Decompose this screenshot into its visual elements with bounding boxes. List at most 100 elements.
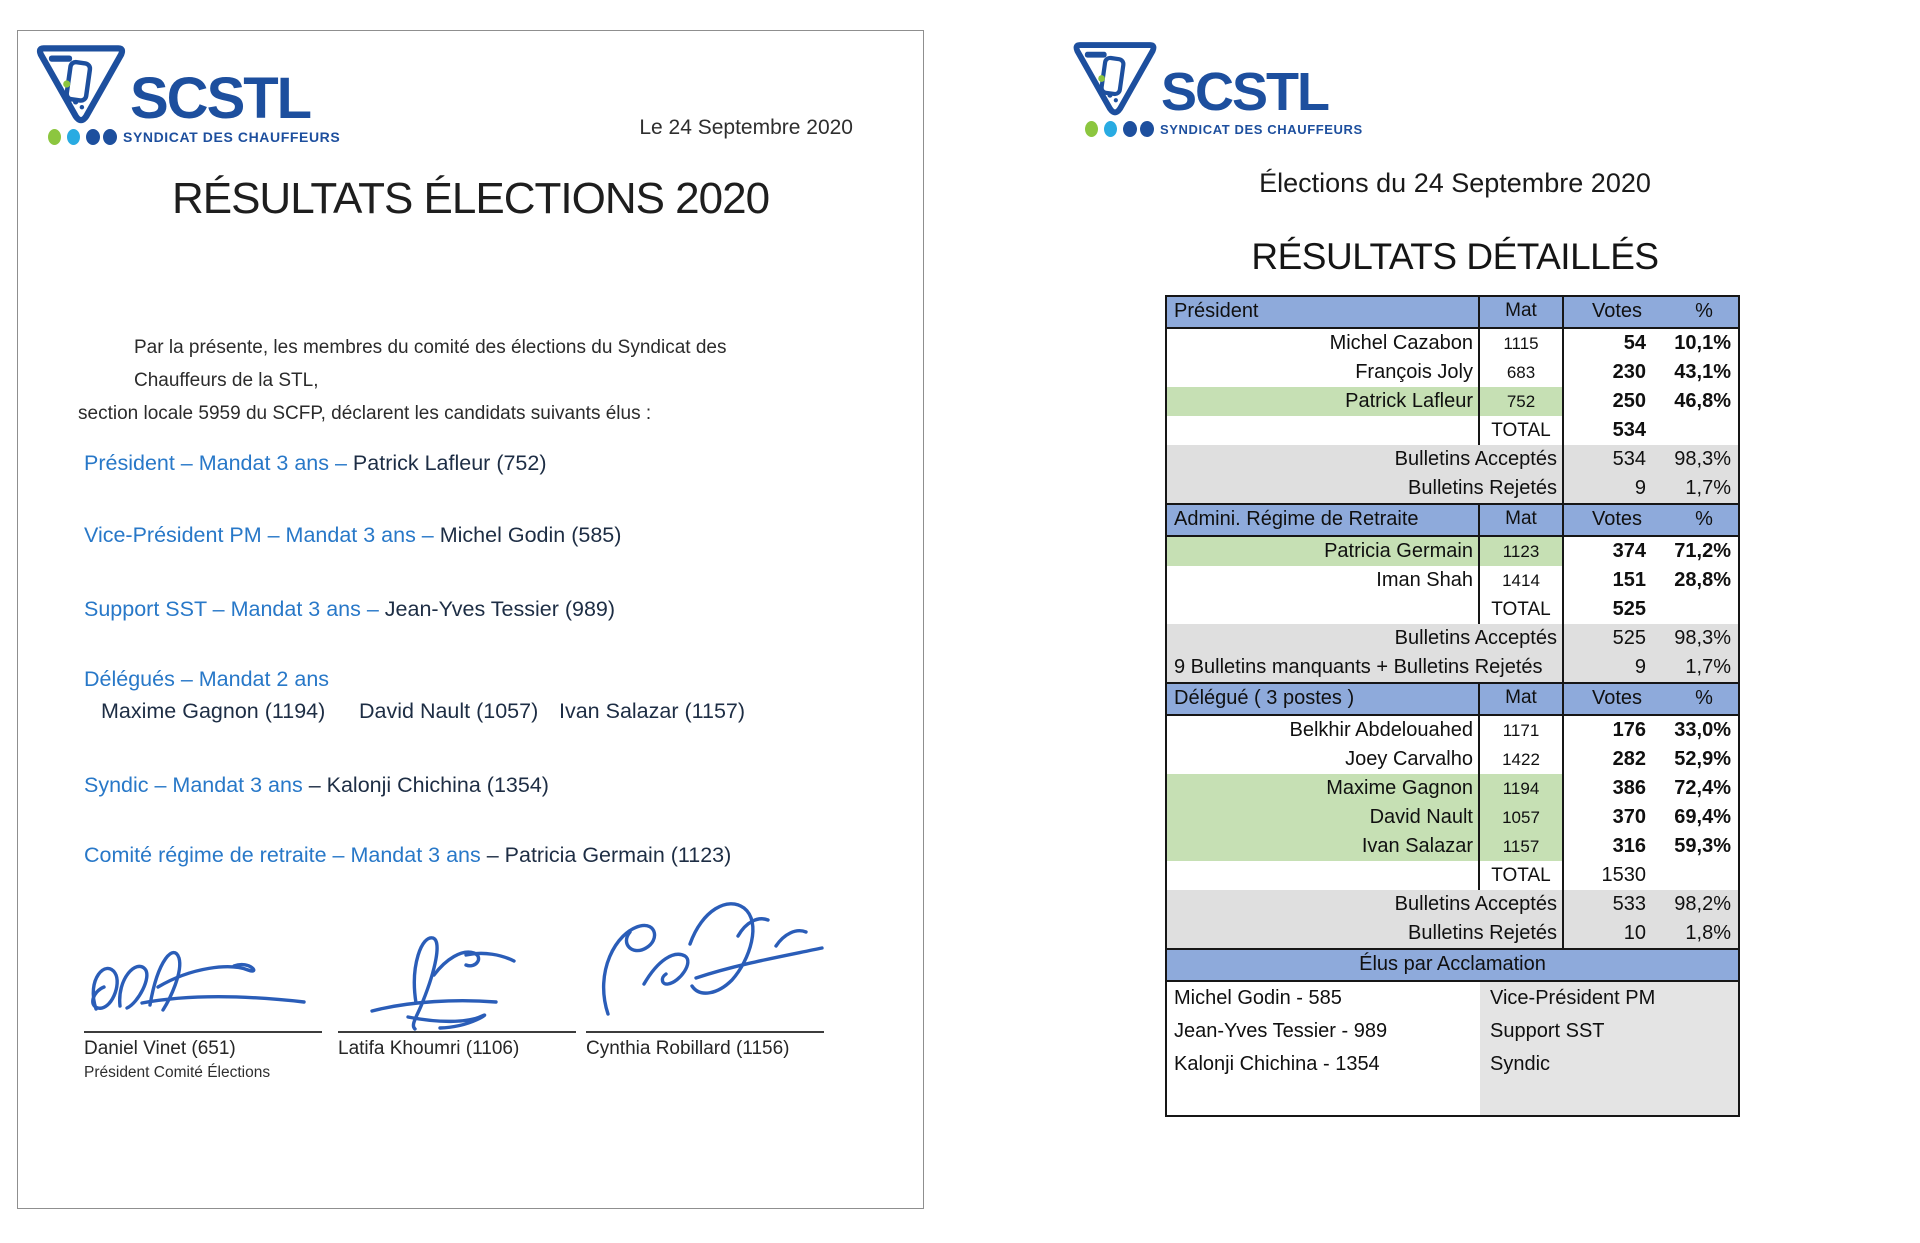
scstl-logo: SCSTL SYNDICAT DES CHAUFFEURS (36, 43, 340, 145)
total-row: TOTAL 525 (1167, 595, 1738, 624)
ballots-label: Bulletins Acceptés (1167, 624, 1564, 653)
document-date: Le 24 Septembre 2020 (639, 116, 853, 139)
ballots-label: Bulletins Acceptés (1167, 890, 1564, 919)
column-header-votes: Votes (1591, 508, 1643, 530)
candidate-pct: 33,0% (1674, 719, 1731, 741)
candidate-pct: 52,9% (1674, 748, 1731, 770)
candidate-name: Maxime Gagnon (1167, 774, 1480, 803)
column-header-pct: % (1695, 508, 1713, 530)
candidate-pct: 69,4% (1674, 806, 1731, 828)
acclamation-filler-row (1167, 1081, 1738, 1115)
empty-cell (1670, 416, 1738, 445)
acclamation-row: Kalonji Chichina - 1354 Syndic (1167, 1048, 1738, 1081)
ballots-label: Bulletins Acceptés (1167, 445, 1564, 474)
column-header-votes: Votes (1591, 687, 1643, 709)
candidate-row-winner: Patricia Germain 1123 374 71,2% (1167, 537, 1738, 566)
section-delegue: Délégué ( 3 postes ) Mat Votes % Belkhir… (1167, 682, 1738, 948)
empty-cell (1670, 861, 1738, 890)
brand-wordmark: SCSTL (1161, 62, 1330, 123)
entry-syndic: Syndic – Mandat 3 ans – Kalonji Chichina… (84, 773, 549, 798)
candidate-name: Ivan Salazar (1167, 832, 1480, 861)
candidate-row-winner: Maxime Gagnon 1194 386 72,4% (1167, 774, 1738, 803)
acclamation-row: Jean-Yves Tessier - 989 Support SST (1167, 1015, 1738, 1048)
signature-line (586, 1031, 824, 1033)
ballots-count: 525 (1612, 627, 1646, 649)
brand-wordmark: SCSTL (130, 65, 312, 131)
empty-cell (1167, 861, 1480, 890)
entry-label: Support SST – Mandat 3 ans – (84, 597, 385, 621)
entry-vice-president: Vice-Président PM – Mandat 3 ans – Miche… (84, 523, 621, 548)
candidate-row: François Joly 683 230 43,1% (1167, 358, 1738, 387)
candidate-row-winner: David Nault 1057 370 69,4% (1167, 803, 1738, 832)
entry-president: Président – Mandat 3 ans – Patrick Lafle… (84, 451, 547, 476)
candidate-mat: 1194 (1480, 774, 1564, 803)
section-regime-retraite: Admini. Régime de Retraite Mat Votes % P… (1167, 503, 1738, 682)
empty-cell (1670, 595, 1738, 624)
candidate-pct: 71,2% (1674, 540, 1731, 562)
scstl-funnel-icon (1073, 42, 1157, 116)
candidate-name: Iman Shah (1167, 566, 1480, 595)
entry-value: Patrick Lafleur (752) (352, 451, 547, 475)
candidate-row: Michel Cazabon 1115 54 10,1% (1167, 329, 1738, 358)
total-votes: 534 (1612, 419, 1646, 441)
section-title: Admini. Régime de Retraite (1167, 505, 1480, 535)
logo-dot-navy-icon (1140, 121, 1154, 137)
total-label: TOTAL (1480, 861, 1564, 890)
ballots-label: Bulletins Rejetés (1167, 474, 1564, 503)
logo-dot-green-icon (1085, 121, 1098, 137)
ballots-label: Bulletins Rejetés (1167, 919, 1564, 948)
section-acclamation: Élus par Acclamation Michel Godin - 585 … (1167, 948, 1738, 1115)
entry-support-sst: Support SST – Mandat 3 ans – Jean-Yves T… (84, 597, 615, 622)
candidate-mat: 1171 (1480, 716, 1564, 745)
ballots-pct: 1,7% (1685, 477, 1731, 499)
candidate-votes: 370 (1612, 806, 1646, 828)
candidate-name: Patrick Lafleur (1167, 387, 1480, 416)
intro-paragraph: Par la présente, les membres du comité d… (78, 331, 728, 430)
logo-row: SCSTL (1073, 40, 1363, 123)
detailed-results-title: RÉSULTATS DÉTAILLÉS (1251, 236, 1659, 277)
ballots-pct: 1,8% (1685, 922, 1731, 944)
logo-row: SCSTL (36, 43, 340, 131)
candidate-votes: 54 (1623, 332, 1646, 354)
candidate-name: Patricia Germain (1167, 537, 1480, 566)
section-header-row: Admini. Régime de Retraite Mat Votes % (1167, 503, 1738, 537)
acclaimed-position: Vice-Président PM (1480, 982, 1738, 1015)
candidate-name: Michel Cazabon (1167, 329, 1480, 358)
logo-tagline-row: SYNDICAT DES CHAUFFEURS (36, 129, 340, 145)
acclaimed-name: Jean-Yves Tessier - 989 (1167, 1015, 1480, 1048)
ballots-accepted-row: Bulletins Acceptés 533 98,2% (1167, 890, 1738, 919)
candidate-name: David Nault (1167, 803, 1480, 832)
signer-name: Latifa Khoumri (1106) (338, 1038, 520, 1059)
candidate-row-winner: Patrick Lafleur 752 250 46,8% (1167, 387, 1738, 416)
candidate-mat: 1414 (1480, 566, 1564, 595)
candidate-votes: 250 (1612, 390, 1646, 412)
ballots-label: 9 Bulletins manquants + Bulletins Rejeté… (1167, 653, 1564, 682)
logo-dot-green-icon (48, 129, 61, 145)
candidate-votes: 151 (1612, 569, 1646, 591)
section-title: Délégué ( 3 postes ) (1167, 684, 1480, 714)
acclaimed-position: Support SST (1480, 1015, 1738, 1048)
empty-cell (1167, 416, 1480, 445)
logo-dot-navy-icon (86, 129, 100, 145)
candidate-pct: 10,1% (1674, 332, 1731, 354)
candidate-row: Belkhir Abdelouahed 1171 176 33,0% (1167, 716, 1738, 745)
intro-line-1: Par la présente, les membres du comité d… (134, 337, 727, 391)
entry-label: Comité régime de retraite – Mandat 3 ans (84, 843, 487, 867)
candidate-votes: 230 (1612, 361, 1646, 383)
candidate-mat: 1057 (1480, 803, 1564, 832)
candidate-row: Joey Carvalho 1422 282 52,9% (1167, 745, 1738, 774)
ballots-count: 534 (1612, 448, 1646, 470)
scstl-funnel-icon (36, 45, 126, 124)
signature-ink-icon (370, 936, 516, 1031)
candidate-mat: 752 (1480, 387, 1564, 416)
signature-line (338, 1031, 576, 1033)
candidate-row: Iman Shah 1414 151 28,8% (1167, 566, 1738, 595)
ballots-count: 533 (1612, 893, 1646, 915)
signature-ink-icon (91, 951, 306, 1012)
entry-label: Président – Mandat 3 ans – (84, 451, 353, 475)
empty-cell (1480, 1081, 1738, 1115)
column-header-mat: Mat (1480, 684, 1564, 714)
candidate-votes: 316 (1612, 835, 1646, 857)
signature-line (84, 1031, 322, 1033)
delegate-names-row: Maxime Gagnon (1194) David Nault (1057) … (84, 699, 864, 729)
